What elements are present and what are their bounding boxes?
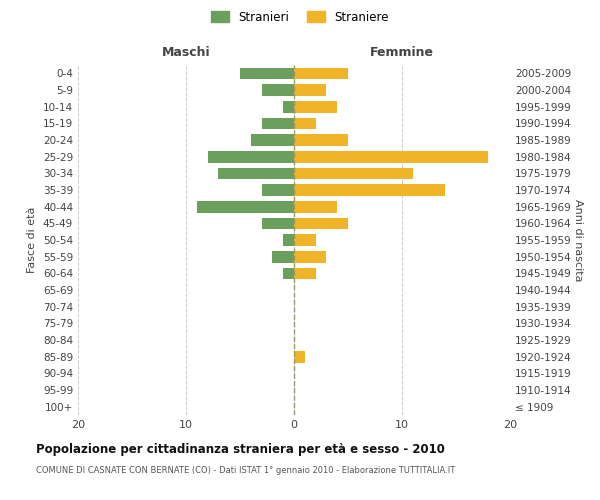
Bar <box>294 84 326 96</box>
Text: Femmine: Femmine <box>370 46 434 59</box>
Bar <box>272 251 294 262</box>
Bar <box>294 351 305 362</box>
Bar <box>294 168 413 179</box>
Bar <box>294 68 348 79</box>
Bar <box>294 184 445 196</box>
Bar <box>283 234 294 246</box>
Y-axis label: Anni di nascita: Anni di nascita <box>573 198 583 281</box>
Bar <box>294 101 337 112</box>
Bar <box>294 151 488 162</box>
Bar <box>294 268 316 279</box>
Bar <box>283 268 294 279</box>
Text: Maschi: Maschi <box>161 46 211 59</box>
Text: COMUNE DI CASNATE CON BERNATE (CO) - Dati ISTAT 1° gennaio 2010 - Elaborazione T: COMUNE DI CASNATE CON BERNATE (CO) - Dat… <box>36 466 455 475</box>
Bar <box>294 134 348 146</box>
Bar <box>294 218 348 229</box>
Bar <box>208 151 294 162</box>
Bar <box>262 218 294 229</box>
Y-axis label: Fasce di età: Fasce di età <box>28 207 37 273</box>
Bar <box>251 134 294 146</box>
Bar <box>294 201 337 212</box>
Bar <box>262 84 294 96</box>
Bar <box>197 201 294 212</box>
Bar <box>294 118 316 129</box>
Bar <box>240 68 294 79</box>
Bar <box>262 184 294 196</box>
Bar <box>294 251 326 262</box>
Bar <box>262 118 294 129</box>
Bar <box>294 234 316 246</box>
Bar <box>218 168 294 179</box>
Text: Popolazione per cittadinanza straniera per età e sesso - 2010: Popolazione per cittadinanza straniera p… <box>36 442 445 456</box>
Bar <box>283 101 294 112</box>
Legend: Stranieri, Straniere: Stranieri, Straniere <box>206 6 394 28</box>
